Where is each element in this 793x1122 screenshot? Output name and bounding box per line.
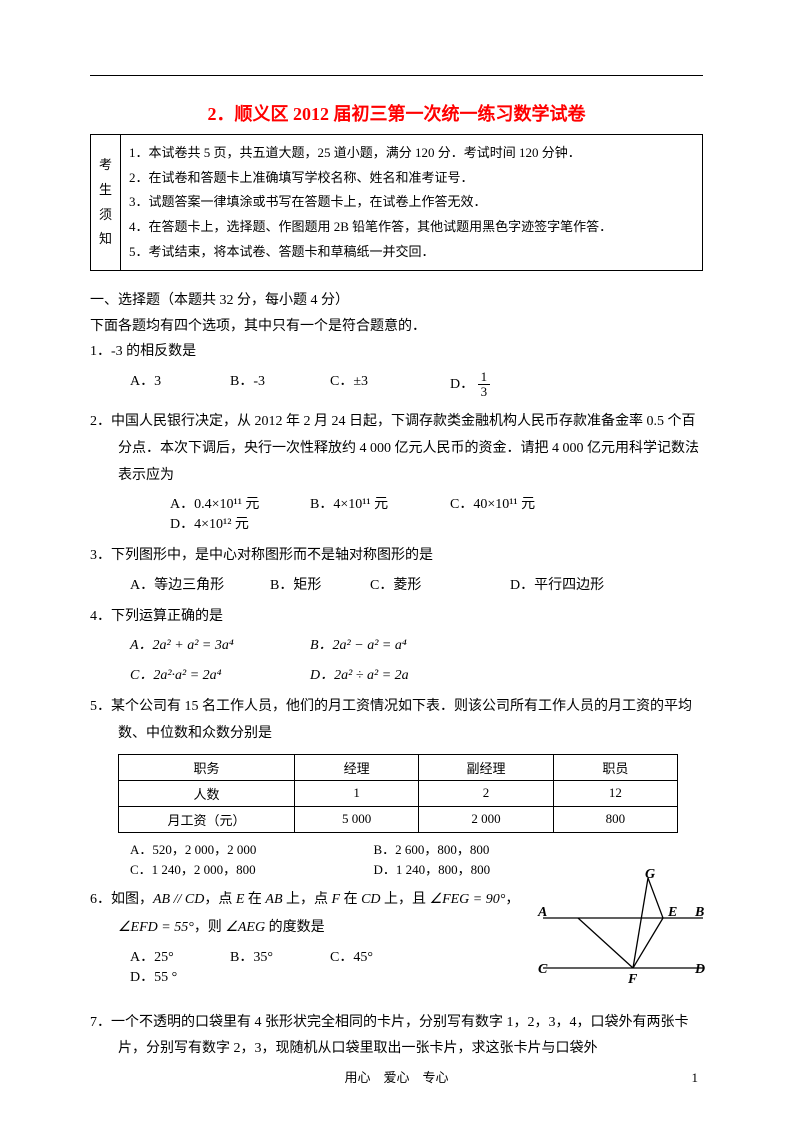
notice-box: 考生须知 1．本试卷共 5 页，共五道大题，25 道小题，满分 120 分．考试… [90, 134, 703, 271]
question-1-options: A．3 B．-3 C．±3 D． 13 [90, 370, 703, 400]
notice-item: 2．在试卷和答题卡上准确填写学校名称、姓名和准考证号． [129, 166, 694, 191]
table-cell: 经理 [294, 754, 418, 780]
page-number: 1 [692, 1070, 699, 1086]
question-4-options: A．2a² + a² = 3a⁴ B．2a² − a² = a⁴ C．2a²·a… [90, 634, 703, 684]
table-cell: 2 [419, 780, 554, 806]
option-b: B．矩形 [270, 574, 370, 594]
question-6: 6．如图，AB // CD，点 E 在 AB 上，点 F 在 CD 上，且 ∠F… [90, 887, 520, 914]
section-subnote: 下面各题均有四个选项，其中只有一个是符合题意的． [90, 315, 703, 335]
label-D: D [694, 962, 705, 977]
option-d: D． 13 [450, 370, 550, 400]
question-1: 1．-3 的相反数是 [90, 339, 703, 366]
question-3-options: A．等边三角形 B．矩形 C．菱形 D．平行四边形 [90, 574, 703, 594]
table-cell: 800 [553, 806, 677, 832]
table-cell: 副经理 [419, 754, 554, 780]
option-a: A．0.4×10¹¹ 元 [170, 493, 310, 513]
table-cell: 职员 [553, 754, 677, 780]
question-6-options: A．25° B．35° C．45° D．55 ° [90, 946, 520, 986]
label-E: E [667, 905, 677, 920]
option-b: B．2 600，800，800 [374, 839, 614, 858]
label-C: C [538, 962, 548, 977]
question-6-line2: ∠EFD = 55°，则 ∠AEG 的度数是 [90, 915, 520, 942]
table-cell: 2 000 [419, 806, 554, 832]
option-d: D．平行四边形 [510, 574, 650, 594]
option-a: A．520，2 000，2 000 [130, 839, 370, 858]
geometry-svg: A B C D E F G [533, 868, 713, 998]
option-a: A．3 [130, 370, 230, 400]
option-a: A．2a² + a² = 3a⁴ [130, 634, 310, 654]
question-2: 2．中国人民银行决定，从 2012 年 2 月 24 日起，下调存款类金融机构人… [90, 409, 703, 489]
notice-item: 3．试题答案一律填涂或书写在答题卡上，在试卷上作答无效． [129, 190, 694, 215]
option-a: A．等边三角形 [130, 574, 270, 594]
question-3: 3．下列图形中，是中心对称图形而不是轴对称图形的是 [90, 543, 703, 570]
label-B: B [694, 905, 704, 920]
option-c: C．菱形 [370, 574, 510, 594]
label-F: F [627, 972, 638, 987]
option-c: C．±3 [330, 370, 450, 400]
notice-side-label: 考生须知 [91, 135, 121, 271]
table-cell: 职务 [119, 754, 295, 780]
table-cell: 1 [294, 780, 418, 806]
exam-title: 2．顺义区 2012 届初三第一次统一练习数学试卷 [90, 100, 703, 126]
notice-item: 5．考试结束，将本试卷、答题卡和草稿纸一并交回． [129, 240, 694, 265]
option-a: A．25° [130, 946, 230, 966]
option-b: B．4×10¹¹ 元 [310, 493, 450, 513]
question-7: 7．一个不透明的口袋里有 4 张形状完全相同的卡片，分别写有数字 1，2，3，4… [90, 1010, 703, 1063]
question-5: 5．某个公司有 15 名工作人员，他们的月工资情况如下表．则该公司所有工作人员的… [90, 694, 703, 747]
label-G: G [645, 868, 655, 882]
option-b: B．35° [230, 946, 330, 966]
option-d: D．55 ° [130, 966, 230, 986]
notice-item: 4．在答题卡上，选择题、作图题用 2B 铅笔作答，其他试题用黑色字迹签字笔作答． [129, 215, 694, 240]
option-c: C．1 240，2 000，800 [130, 859, 370, 878]
notice-content: 1．本试卷共 5 页，共五道大题，25 道小题，满分 120 分．考试时间 12… [121, 135, 703, 271]
salary-table: 职务 经理 副经理 职员 人数 1 2 12 月工资（元） 5 000 2 00… [118, 754, 678, 833]
option-d: D．4×10¹² 元 [170, 513, 290, 533]
horizontal-rule-top [90, 75, 703, 76]
option-c: C．45° [330, 946, 430, 966]
option-b: B．2a² − a² = a⁴ [310, 634, 490, 654]
notice-item: 1．本试卷共 5 页，共五道大题，25 道小题，满分 120 分．考试时间 12… [129, 141, 694, 166]
table-cell: 5 000 [294, 806, 418, 832]
table-cell: 月工资（元） [119, 806, 295, 832]
table-row: 月工资（元） 5 000 2 000 800 [119, 806, 678, 832]
table-cell: 12 [553, 780, 677, 806]
table-cell: 人数 [119, 780, 295, 806]
question-2-options: A．0.4×10¹¹ 元 B．4×10¹¹ 元 C．40×10¹¹ 元 D．4×… [90, 493, 703, 533]
option-d: D．2a² ÷ a² = 2a [310, 664, 490, 684]
section-heading: 一、选择题（本题共 32 分，每小题 4 分） [90, 289, 703, 313]
geometry-figure: A B C D E F G [533, 868, 713, 998]
question-4: 4．下列运算正确的是 [90, 604, 703, 631]
table-row: 人数 1 2 12 [119, 780, 678, 806]
option-c: C．2a²·a² = 2a⁴ [130, 664, 310, 684]
table-row: 职务 经理 副经理 职员 [119, 754, 678, 780]
option-c: C．40×10¹¹ 元 [450, 493, 590, 513]
option-b: B．-3 [230, 370, 330, 400]
footer-motto: 用心 爱心 专心 [0, 1067, 793, 1086]
label-A: A [537, 905, 547, 920]
